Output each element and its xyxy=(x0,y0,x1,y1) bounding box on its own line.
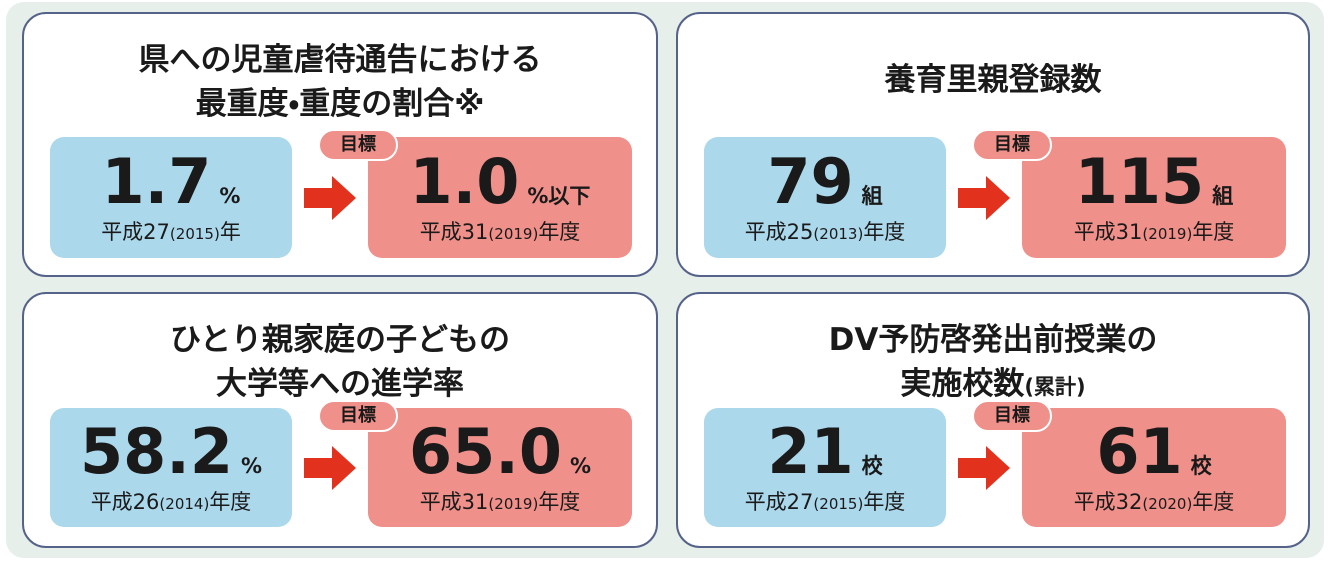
title-text: DV予防啓発出前授業の xyxy=(828,322,1158,358)
card-title: 養育里親登録数 xyxy=(678,60,1308,100)
title-text: 実施校数 xyxy=(900,366,1025,402)
value-row: 65.0% xyxy=(408,414,592,488)
arrow-shape xyxy=(304,445,356,490)
title-text: 大学等への進学率 xyxy=(216,366,464,402)
year: (2014) xyxy=(159,494,210,513)
current-period: 平成25(2013)年度 xyxy=(744,219,906,244)
suffix: 年度 xyxy=(863,219,906,244)
value-row: 115 組 xyxy=(1074,144,1234,218)
target-unit: % xyxy=(569,453,592,478)
year: (2019) xyxy=(1142,224,1193,243)
target-box: 1.0 %以下平成31(2019)年度 xyxy=(368,137,632,258)
target-value: 1.0 xyxy=(409,144,520,218)
current-period: 平成27(2015)年度 xyxy=(744,489,906,514)
card-title: 県への児童虐待通告における xyxy=(24,40,656,80)
current-value: 21 xyxy=(767,414,854,488)
suffix: 年度 xyxy=(1192,489,1235,514)
card: ひとり親家庭の子どもの 大学等への進学率 58.2% 平成26(2014)年度 65.0… xyxy=(22,292,658,548)
current-box: 79 組平成25(2013)年度 xyxy=(704,137,946,258)
current-period: 平成27(2015)年 xyxy=(101,219,241,244)
arrow-shape xyxy=(958,175,1010,220)
year: (2019) xyxy=(488,224,539,243)
year: (2015) xyxy=(169,224,220,243)
target-period: 平成31(2019)年度 xyxy=(1073,219,1235,244)
era: 平成25 xyxy=(744,219,814,244)
suffix: 年度 xyxy=(863,489,906,514)
target-box: 115 組平成31(2019)年度 xyxy=(1022,137,1286,258)
suffix: 年度 xyxy=(538,219,581,244)
arrow xyxy=(304,175,356,220)
value-row: 1.0 %以下 xyxy=(409,144,591,218)
era: 平成32 xyxy=(1073,489,1143,514)
current-box: 58.2% 平成26(2014)年度 xyxy=(50,408,292,527)
card: 養育里親登録数 79 組平成25(2013)年度 115 組平成31(2019)年度 目標 xyxy=(676,12,1310,277)
target-unit: %以下 xyxy=(527,183,591,208)
current-value: 1.7 xyxy=(101,144,212,218)
card-title: 最重度・重度の割合※ xyxy=(24,84,656,124)
year: (2015) xyxy=(813,494,864,513)
year: (2013) xyxy=(813,224,864,243)
title-note: (累計) xyxy=(1024,375,1086,399)
era: 平成31 xyxy=(419,489,489,514)
title-text: 最重度・重度の割合※ xyxy=(195,86,485,122)
card-title: 実施校数(累計) xyxy=(678,364,1308,407)
current-unit: % xyxy=(240,453,263,478)
year: (2020) xyxy=(1142,494,1193,513)
arrow xyxy=(958,445,1010,490)
card-title: 大学等への進学率 xyxy=(24,364,656,404)
target-badge: 目標 xyxy=(972,400,1052,432)
suffix: 年 xyxy=(219,219,241,244)
current-unit: 校 xyxy=(861,453,883,478)
suffix: 年度 xyxy=(538,489,581,514)
target-value: 65.0 xyxy=(408,414,562,488)
current-unit: 組 xyxy=(861,183,883,208)
target-value: 61 xyxy=(1096,414,1183,488)
target-box: 61 校平成32(2020)年度 xyxy=(1022,408,1286,527)
current-value: 79 xyxy=(767,144,854,218)
value-row: 21 校 xyxy=(767,414,883,488)
era: 平成26 xyxy=(90,489,160,514)
arrow-shape xyxy=(304,175,356,220)
card-title: ひとり親家庭の子どもの xyxy=(24,320,656,360)
card: 県への児童虐待通告における 最重度・重度の割合※ 1.7% 平成27(2015)年 1.… xyxy=(22,12,658,277)
year: (2019) xyxy=(488,494,539,513)
value-row: 1.7% xyxy=(101,144,241,218)
card: DV予防啓発出前授業の 実施校数(累計) 21 校平成27(2015)年度 61 校平成3… xyxy=(676,292,1310,548)
target-period: 平成31(2019)年度 xyxy=(419,489,581,514)
current-value: 58.2 xyxy=(79,414,233,488)
target-period: 平成31(2019)年度 xyxy=(419,219,581,244)
era: 平成31 xyxy=(419,219,489,244)
target-unit: 組 xyxy=(1212,183,1234,208)
title-text: ひとり親家庭の子どもの xyxy=(169,322,511,358)
era: 平成27 xyxy=(101,219,170,244)
current-period: 平成26(2014)年度 xyxy=(90,489,252,514)
era: 平成31 xyxy=(1073,219,1143,244)
title-text: 養育里親登録数 xyxy=(884,62,1102,98)
target-badge: 目標 xyxy=(972,129,1052,161)
target-badge: 目標 xyxy=(318,400,398,432)
target-box: 65.0% 平成31(2019)年度 xyxy=(368,408,632,527)
value-row: 58.2% xyxy=(79,414,263,488)
arrow xyxy=(304,445,356,490)
target-unit: 校 xyxy=(1190,453,1212,478)
era: 平成27 xyxy=(744,489,814,514)
value-row: 61 校 xyxy=(1096,414,1212,488)
target-badge: 目標 xyxy=(318,129,398,161)
title-text: 県への児童虐待通告における xyxy=(138,42,542,78)
current-box: 1.7% 平成27(2015)年 xyxy=(50,137,292,258)
card-title: DV予防啓発出前授業の xyxy=(678,320,1308,360)
current-unit: % xyxy=(219,183,241,208)
arrow xyxy=(958,175,1010,220)
suffix: 年度 xyxy=(209,489,252,514)
suffix: 年度 xyxy=(1192,219,1235,244)
arrow-shape xyxy=(958,445,1010,490)
value-row: 79 組 xyxy=(767,144,883,218)
target-period: 平成32(2020)年度 xyxy=(1073,489,1235,514)
current-box: 21 校平成27(2015)年度 xyxy=(704,408,946,527)
target-value: 115 xyxy=(1074,144,1205,218)
